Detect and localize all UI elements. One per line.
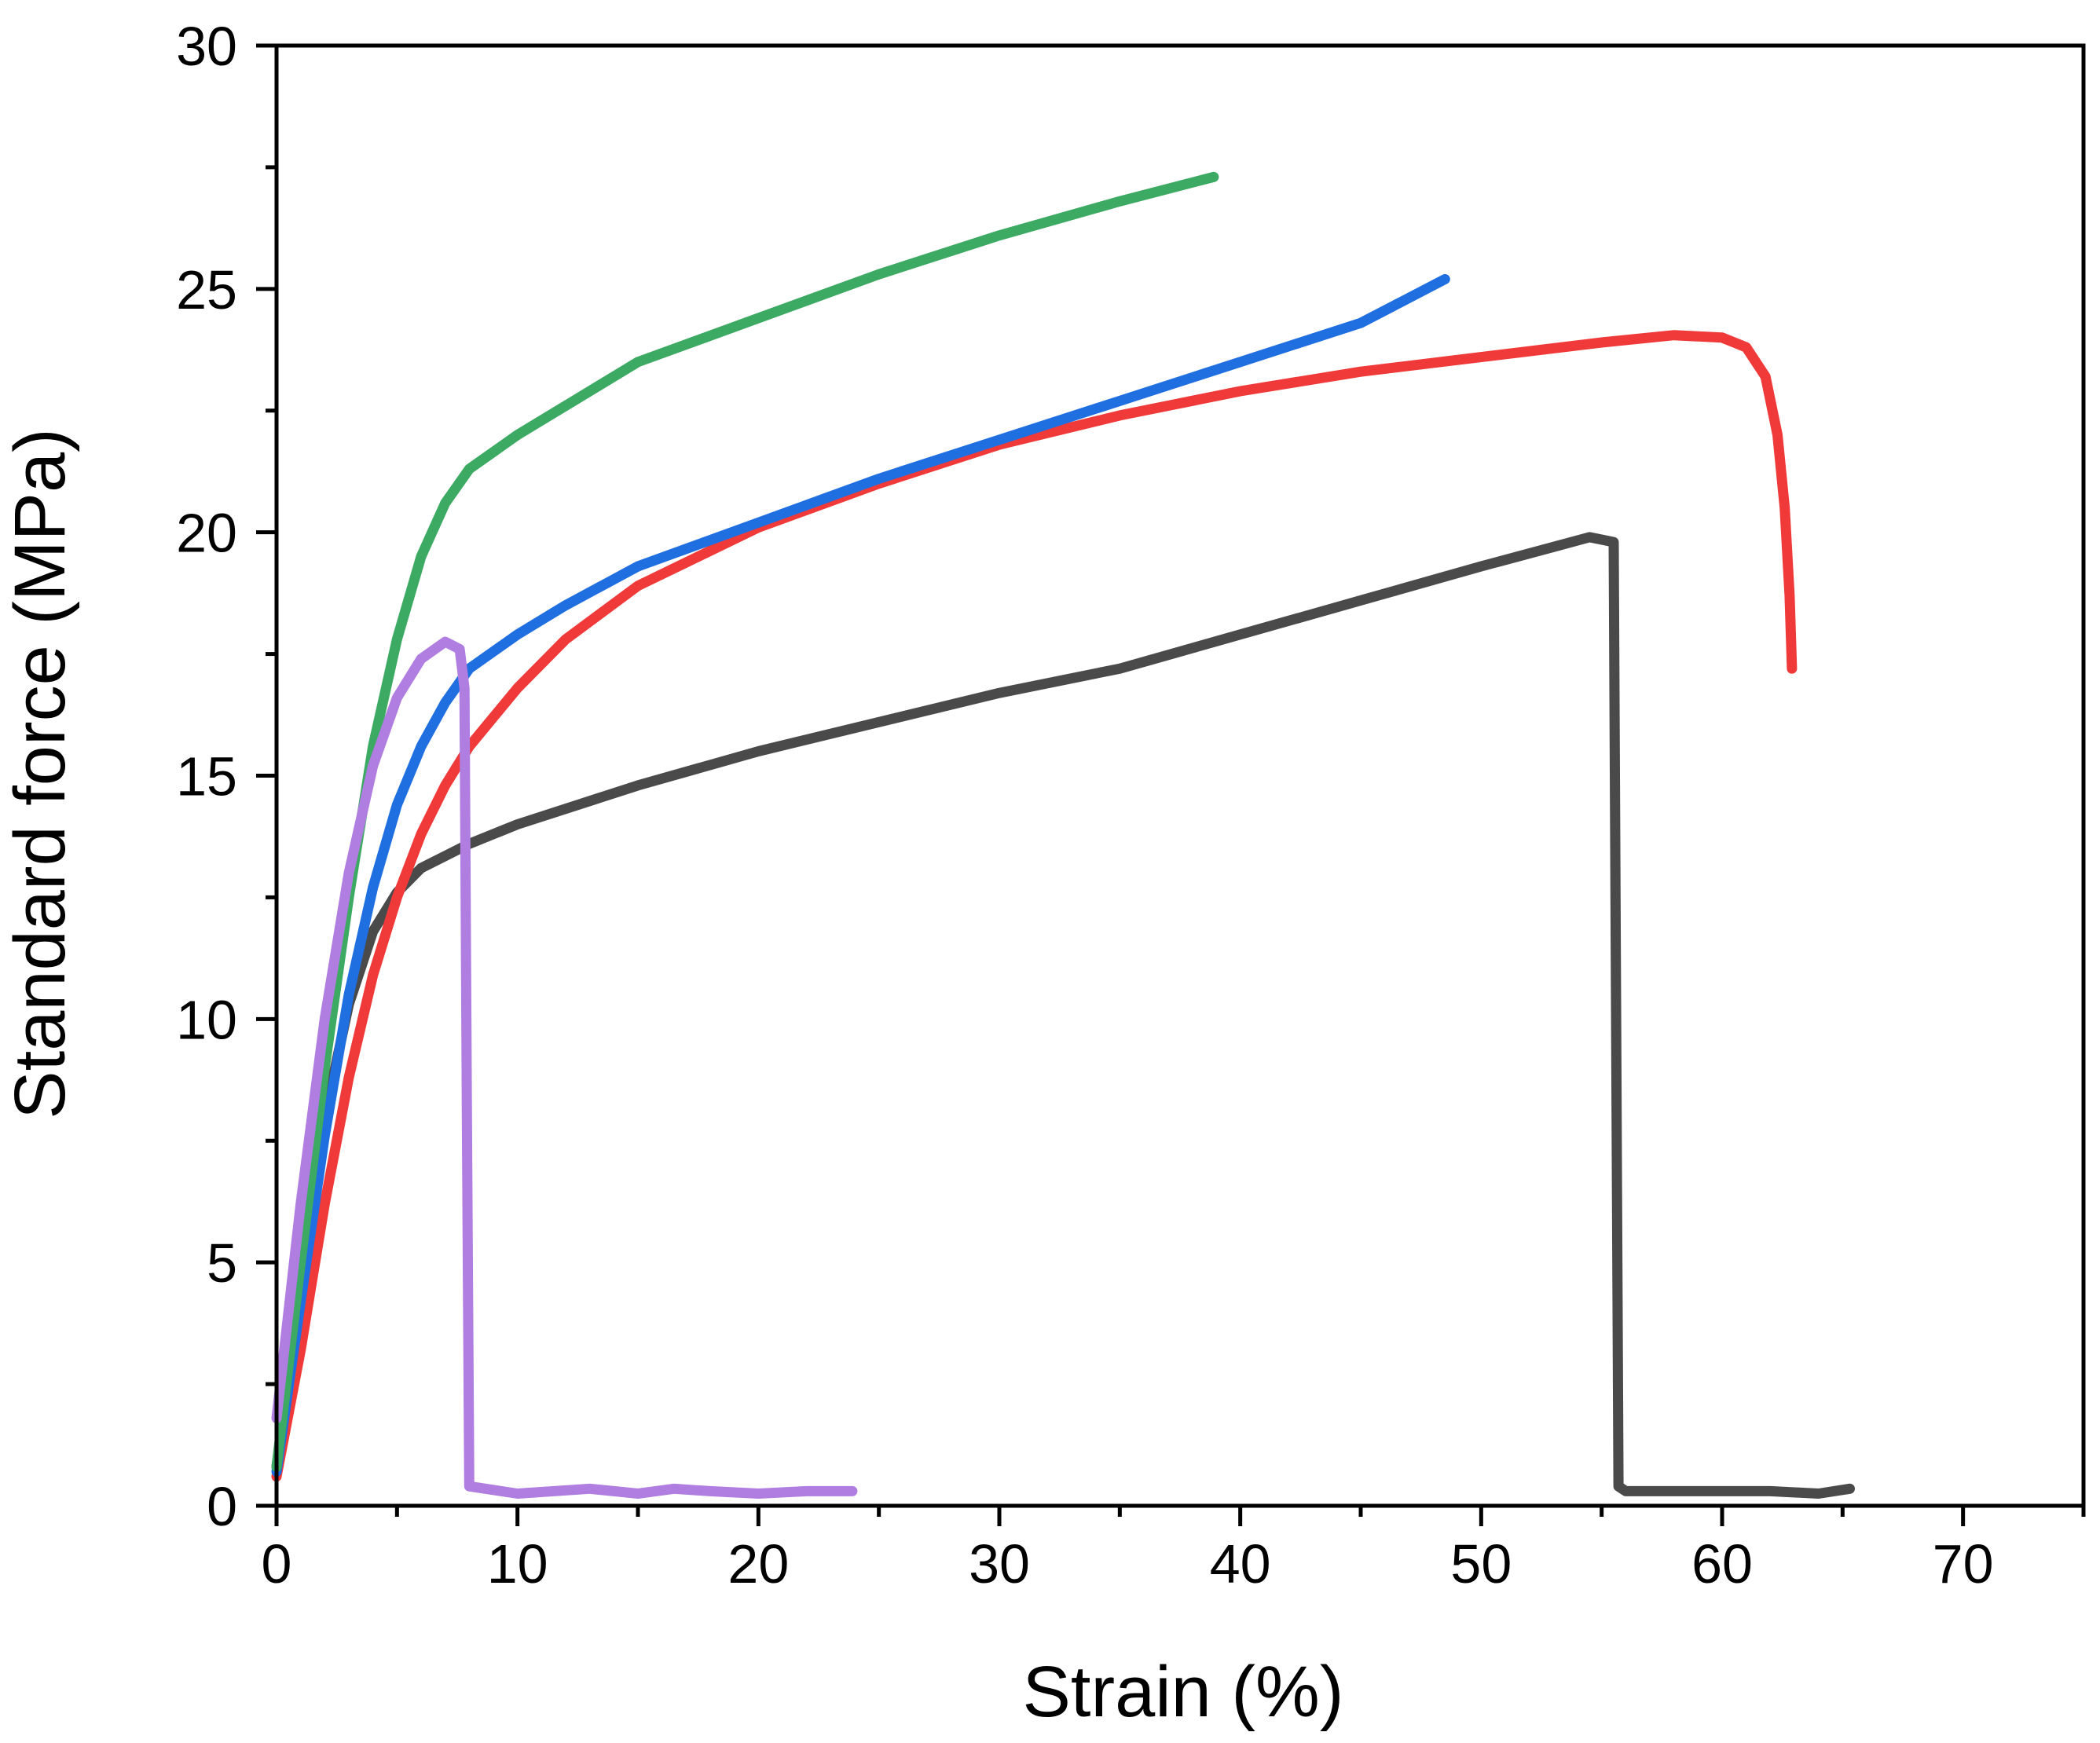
plot-frame — [274, 43, 2086, 1508]
series-layer — [271, 171, 1855, 1499]
x-tick-label: 60 — [1691, 1533, 1753, 1595]
series-line-red — [271, 330, 1798, 1482]
series-line-blue — [271, 273, 1450, 1478]
x-axis-title: Strain (%) — [1023, 1652, 1344, 1732]
x-tick-label: 70 — [1933, 1533, 1994, 1595]
y-tick-label: 10 — [176, 989, 237, 1050]
x-tick-label: 0 — [262, 1533, 292, 1595]
series-line-green — [271, 171, 1219, 1472]
x-tick-label: 40 — [1210, 1533, 1271, 1595]
x-tick-label: 20 — [727, 1533, 789, 1595]
y-tick-label: 0 — [207, 1476, 237, 1537]
series-line-gray — [271, 532, 1855, 1499]
y-tick-label: 25 — [176, 259, 237, 320]
y-tick-label: 5 — [207, 1232, 237, 1294]
y-axis-title: Standard force (MPa) — [0, 428, 80, 1119]
ticks: 0 10 20 30 40 50 60 70 0 5 10 15 20 25 30 — [176, 16, 2086, 1595]
x-tick-label: 10 — [487, 1533, 548, 1595]
y-tick-label: 20 — [176, 503, 237, 564]
y-tick-label: 30 — [176, 16, 237, 77]
axes — [274, 43, 2086, 1508]
x-tick-label: 50 — [1450, 1533, 1512, 1595]
x-tick-label: 30 — [969, 1533, 1030, 1595]
y-tick-label: 15 — [176, 746, 237, 807]
series-line-purple — [271, 636, 858, 1499]
